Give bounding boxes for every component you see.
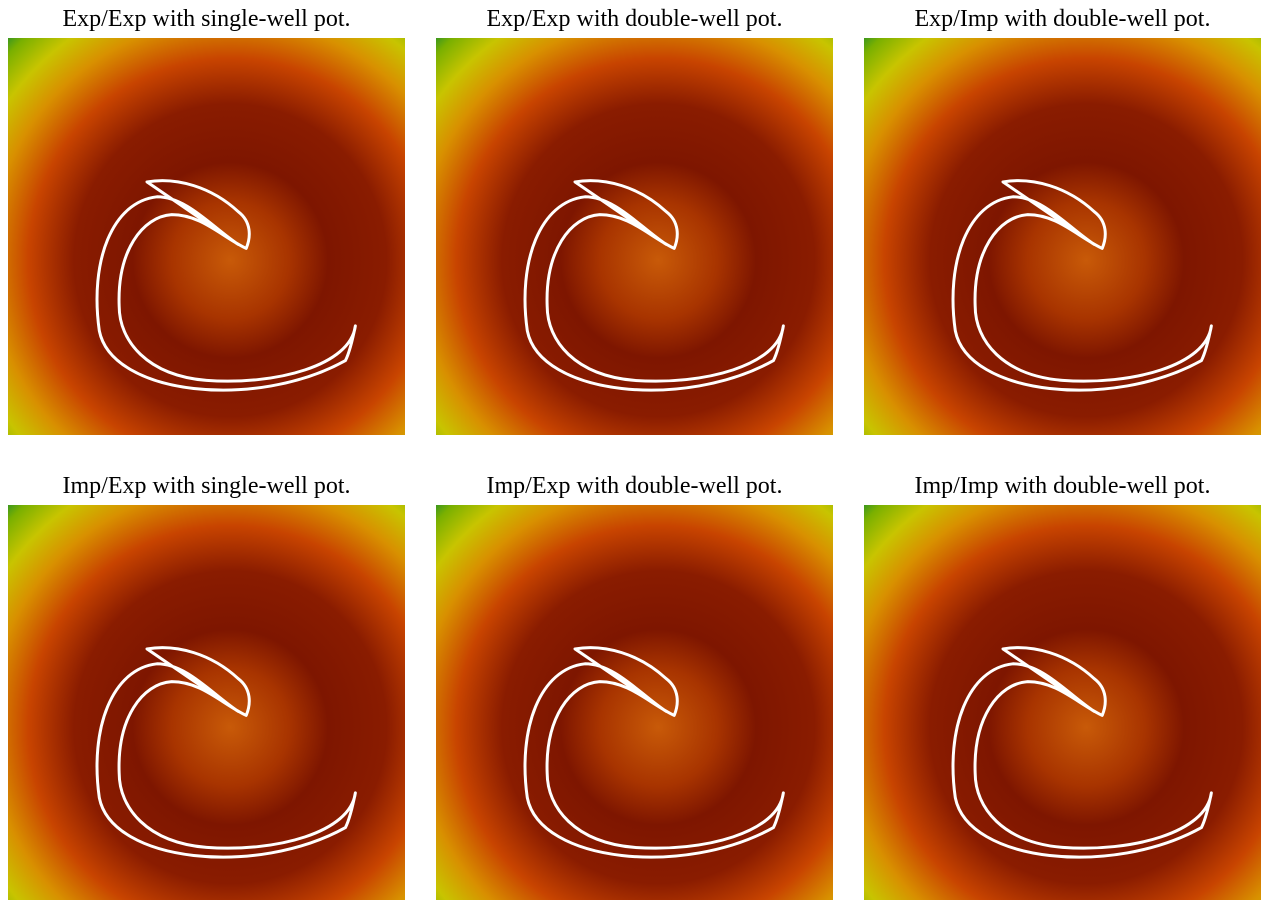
field-image [436,505,833,900]
panel: Imp/Exp with single-well pot. [8,473,405,900]
panel-title: Imp/Exp with single-well pot. [63,473,351,499]
panel-title: Imp/Imp with double-well pot. [915,473,1211,499]
field-image [864,38,1261,435]
panel-title: Exp/Exp with double-well pot. [487,6,783,32]
field-image [8,505,405,900]
field-image [8,38,405,435]
field-image [436,38,833,435]
panel-title: Imp/Exp with double-well pot. [487,473,783,499]
panel: Exp/Exp with double-well pot. [436,6,833,435]
panel: Imp/Exp with double-well pot. [436,473,833,900]
panel-title: Exp/Imp with double-well pot. [915,6,1211,32]
panel: Imp/Imp with double-well pot. [864,473,1261,900]
field-image [864,505,1261,900]
panel: Exp/Imp with double-well pot. [864,6,1261,435]
panel: Exp/Exp with single-well pot. [8,6,405,435]
panel-title: Exp/Exp with single-well pot. [63,6,351,32]
